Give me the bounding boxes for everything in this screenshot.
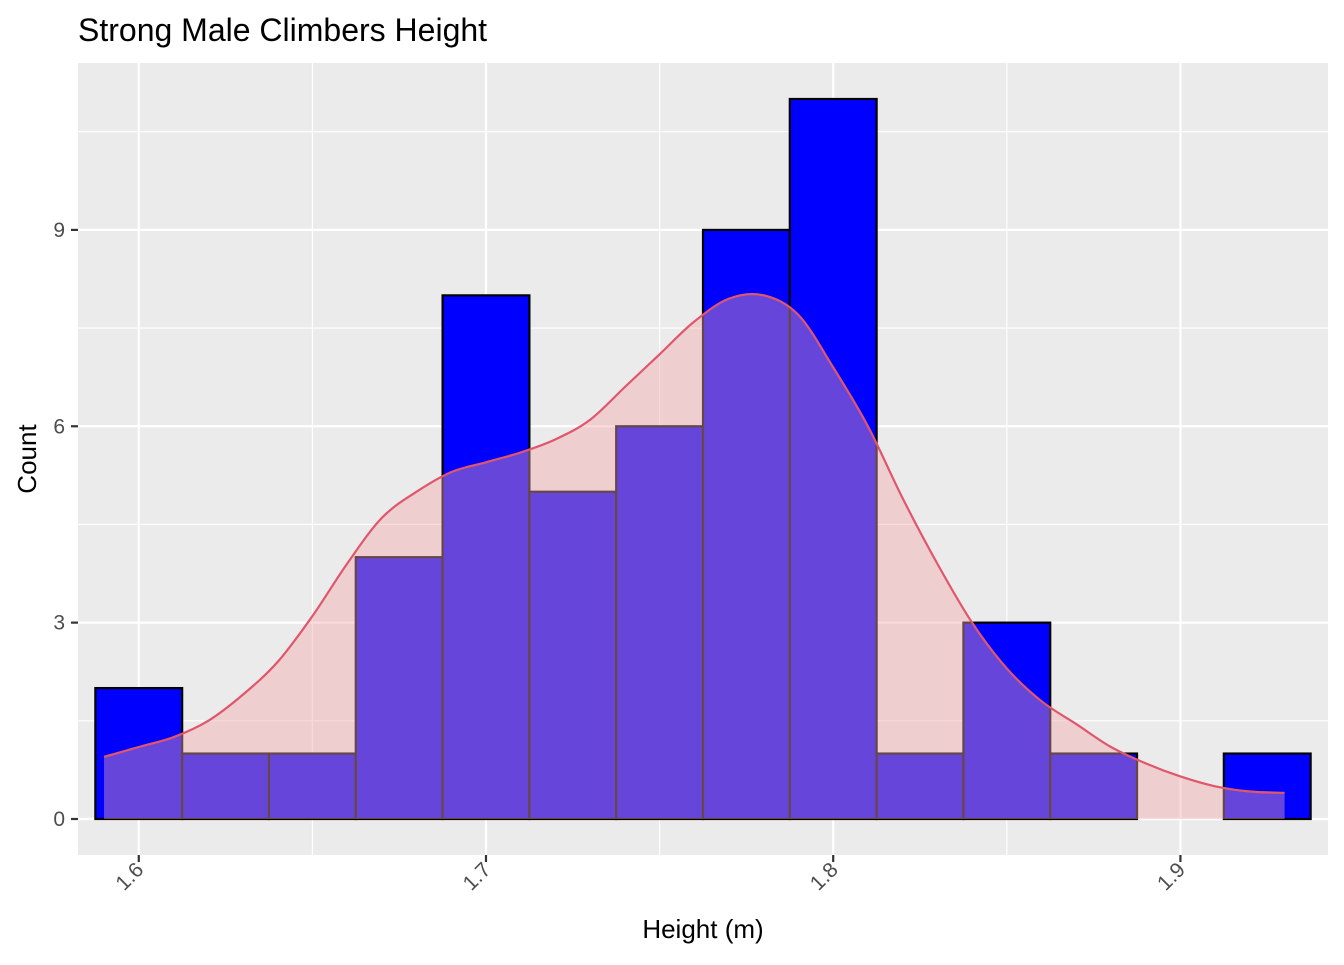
histogram-bar <box>1049 752 1139 821</box>
x-tick-label: 1.9 <box>1153 858 1190 895</box>
y-tick-label: 3 <box>53 612 65 635</box>
density-area <box>104 294 1285 820</box>
y-axis: 0 3 6 9 <box>53 219 78 831</box>
x-axis-title: Height (m) <box>642 914 763 944</box>
histogram-bar <box>788 97 878 821</box>
histogram-bar <box>1222 752 1312 821</box>
histogram-bar <box>962 621 1052 821</box>
x-tick-label: 1.6 <box>111 858 148 895</box>
x-tick-label: 1.7 <box>459 858 496 895</box>
histogram-bars <box>94 97 1312 821</box>
histogram-bar <box>701 228 791 821</box>
histogram-bar <box>875 752 965 821</box>
y-tick-label: 9 <box>53 219 65 242</box>
density-layer <box>104 294 1285 820</box>
density-line <box>103 292 1285 794</box>
y-tick-label: 6 <box>53 415 65 438</box>
y-tick-label: 0 <box>53 808 65 831</box>
x-axis: 1.6 1.7 1.8 1.9 <box>111 855 1190 895</box>
histogram-bar <box>528 490 618 821</box>
histogram-bar <box>181 752 271 821</box>
y-axis-title: Count <box>12 424 42 494</box>
density-line-layer <box>103 292 1285 794</box>
chart-title: Strong Male Climbers Height <box>78 12 487 48</box>
histogram-bar <box>354 556 444 821</box>
x-tick-label: 1.8 <box>806 858 843 895</box>
